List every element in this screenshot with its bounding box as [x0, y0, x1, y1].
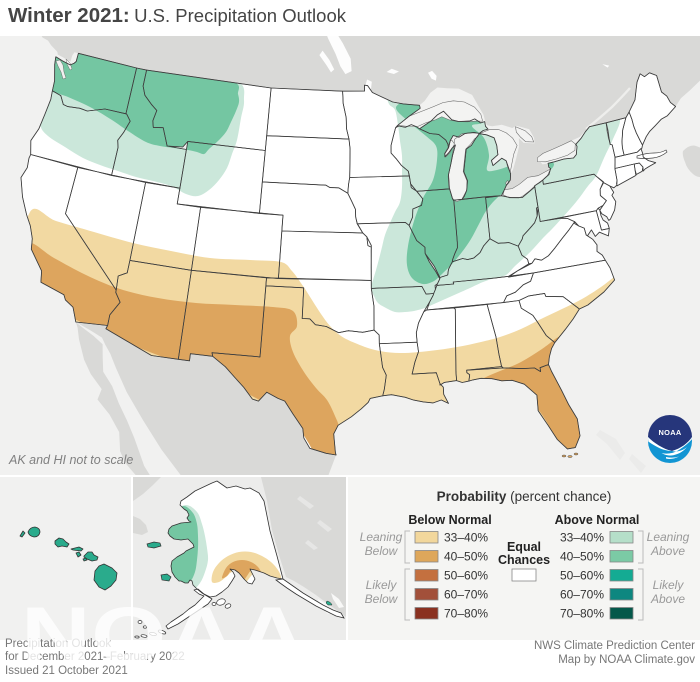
- svg-text:Leaning: Leaning: [360, 530, 403, 544]
- svg-text:50–60%: 50–60%: [560, 569, 604, 583]
- svg-text:Above: Above: [650, 592, 685, 606]
- svg-text:70–80%: 70–80%: [444, 607, 488, 621]
- svg-text:40–50%: 40–50%: [560, 550, 604, 564]
- svg-text:NOAA: NOAA: [659, 428, 682, 437]
- svg-text:Below: Below: [365, 592, 399, 606]
- svg-text:Above: Above: [650, 544, 685, 558]
- svg-text:Likely: Likely: [366, 578, 398, 592]
- svg-text:Above Normal: Above Normal: [555, 513, 640, 527]
- svg-text:Leaning: Leaning: [647, 530, 690, 544]
- svg-text:40–50%: 40–50%: [444, 550, 488, 564]
- svg-text:Equal: Equal: [507, 540, 541, 554]
- svg-text:for December 2021–February 202: for December 2021–February 2022: [5, 651, 185, 663]
- svg-text:Below: Below: [365, 544, 399, 558]
- svg-text:NWS Climate Prediction Center: NWS Climate Prediction Center: [534, 640, 695, 652]
- svg-text:60–70%: 60–70%: [560, 588, 604, 602]
- svg-text:33–40%: 33–40%: [444, 531, 488, 545]
- svg-text:60–70%: 60–70%: [444, 588, 488, 602]
- svg-text:50–60%: 50–60%: [444, 569, 488, 583]
- svg-text:Precipitation Outlook: Precipitation Outlook: [5, 638, 111, 650]
- svg-text:Chances: Chances: [498, 553, 550, 567]
- svg-text:Likely: Likely: [653, 578, 685, 592]
- svg-text:Probability (percent chance): Probability (percent chance): [437, 489, 612, 504]
- svg-text:AK and HI not to scale: AK and HI not to scale: [8, 453, 133, 467]
- svg-text:70–80%: 70–80%: [560, 607, 604, 621]
- svg-text:Below Normal: Below Normal: [408, 513, 491, 527]
- svg-text:NOAA: NOAA: [21, 590, 307, 679]
- svg-text:Issued 21 October 2021: Issued 21 October 2021: [5, 665, 128, 677]
- svg-text:Map by NOAA Climate.gov: Map by NOAA Climate.gov: [558, 654, 695, 666]
- svg-text:33–40%: 33–40%: [560, 531, 604, 545]
